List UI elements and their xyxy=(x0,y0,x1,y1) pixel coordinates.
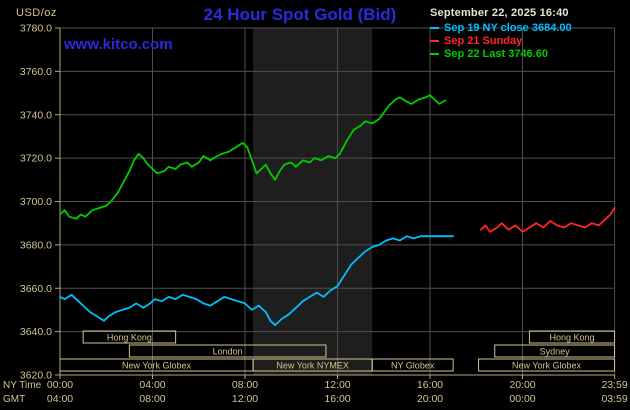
svg-text:20:00: 20:00 xyxy=(417,393,443,405)
svg-text:New York Globex: New York Globex xyxy=(122,361,192,371)
svg-text:12:00: 12:00 xyxy=(324,379,350,391)
svg-text:23:59: 23:59 xyxy=(601,379,627,391)
svg-text:3620.0: 3620.0 xyxy=(20,370,52,382)
svg-text:3700.0: 3700.0 xyxy=(20,196,52,208)
svg-text:08:00: 08:00 xyxy=(232,379,258,391)
svg-text:NY Time: NY Time xyxy=(3,380,42,391)
svg-text:Hong Kong: Hong Kong xyxy=(107,333,152,343)
svg-text:Hong Kong: Hong Kong xyxy=(549,333,594,343)
legend-item-prev-close: Sep 19 NY close 3684.00 xyxy=(430,21,626,34)
legend-label-prev-close: Sep 19 NY close 3684.00 xyxy=(444,21,572,34)
svg-text:3640.0: 3640.0 xyxy=(20,326,52,338)
svg-text:03:59: 03:59 xyxy=(601,393,627,405)
red-line-swatch-icon xyxy=(430,39,439,42)
legend: September 22, 2025 16:40 Sep 19 NY close… xyxy=(430,7,626,60)
page-title: 24 Hour Spot Gold (Bid) xyxy=(203,5,397,24)
green-line-swatch-icon xyxy=(430,52,439,55)
svg-text:3720.0: 3720.0 xyxy=(20,153,52,165)
svg-text:3760.0: 3760.0 xyxy=(20,66,52,78)
svg-text:3780.0: 3780.0 xyxy=(20,23,52,35)
legend-label-sunday: Sep 21 Sunday xyxy=(444,34,523,47)
legend-item-last: Sep 22 Last 3746.60 xyxy=(430,47,626,60)
svg-text:New York Globex: New York Globex xyxy=(512,361,582,371)
kitco-link[interactable]: www.kitco.com xyxy=(64,36,173,53)
svg-text:NY Globex: NY Globex xyxy=(391,361,435,371)
unit-label: USD/oz xyxy=(16,7,57,19)
svg-text:16:00: 16:00 xyxy=(324,393,350,405)
legend-label-last: Sep 22 Last 3746.60 xyxy=(444,47,548,60)
svg-text:04:00: 04:00 xyxy=(47,393,73,405)
svg-text:12:00: 12:00 xyxy=(232,393,258,405)
svg-text:08:00: 08:00 xyxy=(139,393,165,405)
svg-text:3680.0: 3680.0 xyxy=(20,239,52,251)
legend-item-sunday: Sep 21 Sunday xyxy=(430,34,626,47)
cyan-line-swatch-icon xyxy=(430,26,439,29)
svg-text:GMT: GMT xyxy=(3,394,25,405)
svg-text:Sydney: Sydney xyxy=(540,347,571,357)
svg-text:20:00: 20:00 xyxy=(509,379,535,391)
svg-text:00:00: 00:00 xyxy=(509,393,535,405)
svg-text:00:00: 00:00 xyxy=(47,379,73,391)
chart-timestamp: September 22, 2025 16:40 xyxy=(430,7,569,19)
svg-text:16:00: 16:00 xyxy=(417,379,443,391)
svg-text:04:00: 04:00 xyxy=(139,379,165,391)
svg-text:New York NYMEX: New York NYMEX xyxy=(276,361,349,371)
svg-text:London: London xyxy=(213,347,243,357)
svg-text:3660.0: 3660.0 xyxy=(20,283,52,295)
svg-text:3740.0: 3740.0 xyxy=(20,109,52,121)
